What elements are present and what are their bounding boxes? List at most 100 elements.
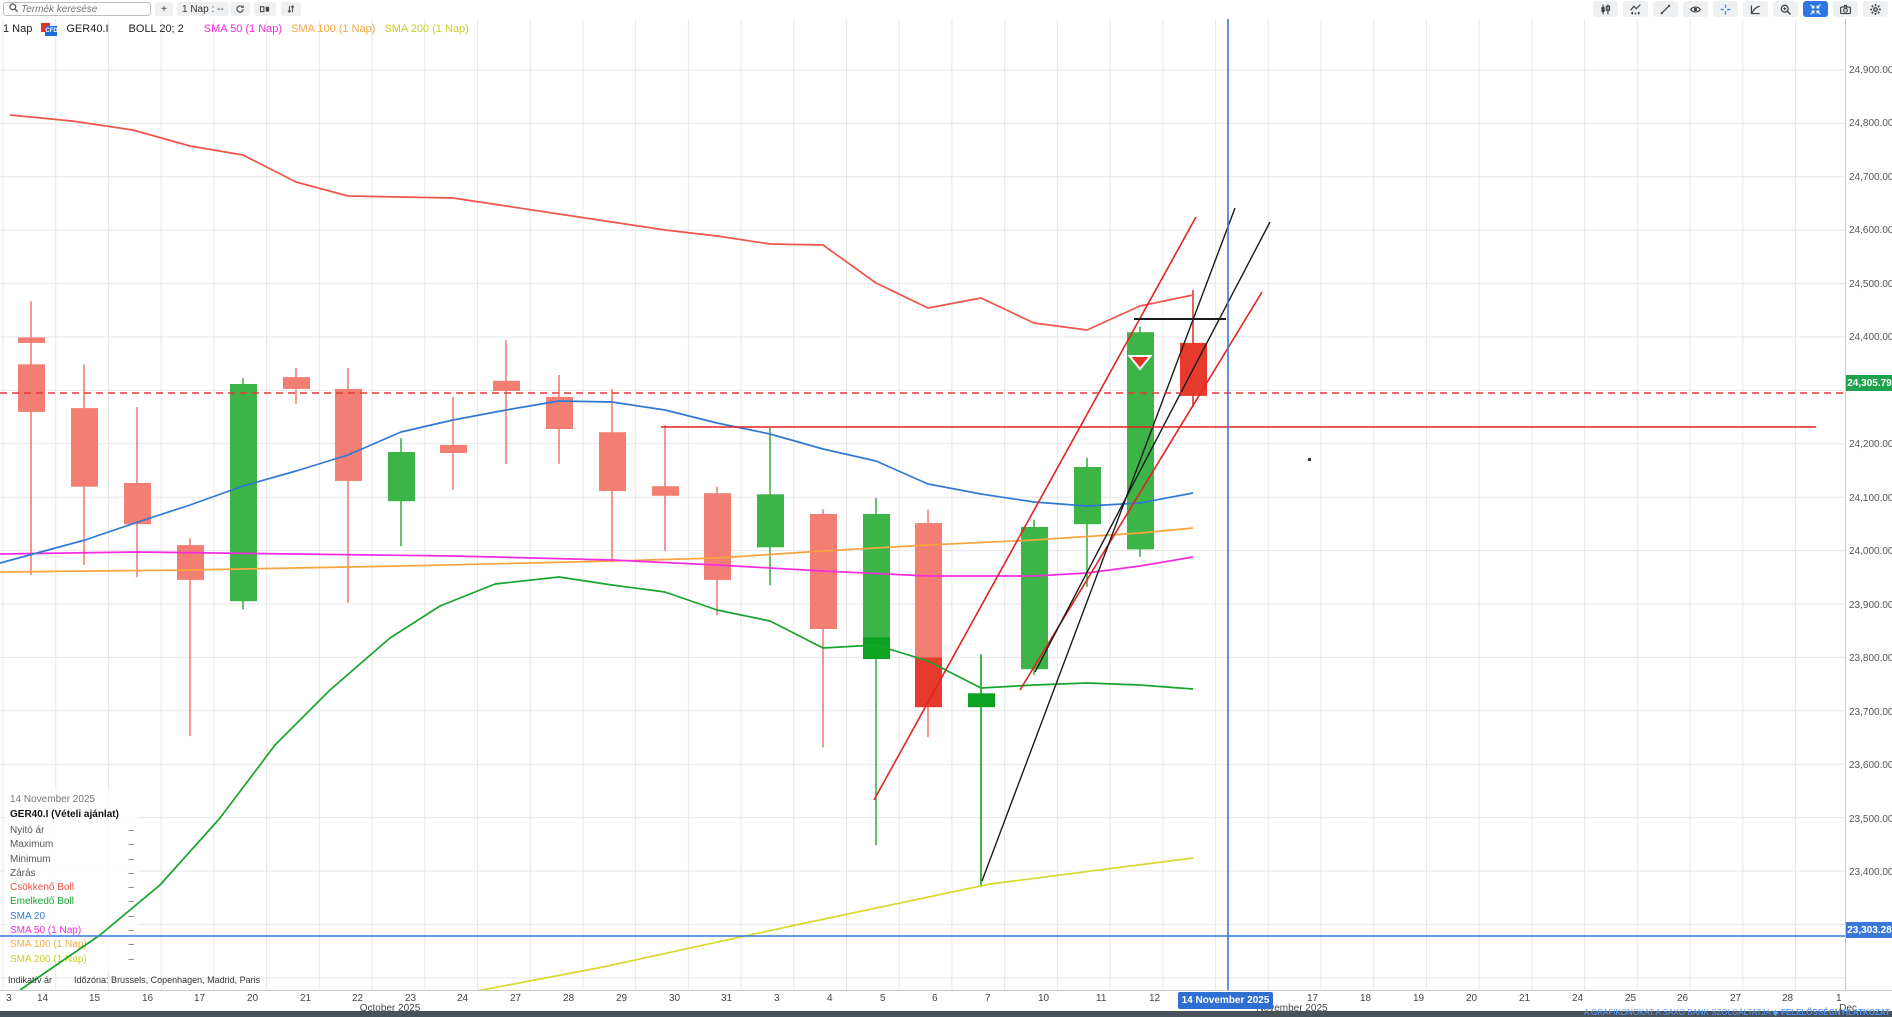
- timezone-label: Időzóna: Brussels, Copenhagen, Madrid, P…: [74, 975, 261, 985]
- legend-sma50[interactable]: SMA 50 (1 Nap): [203, 23, 283, 35]
- candle-body: [546, 396, 573, 429]
- date-axis-tick: 26: [1677, 993, 1689, 1004]
- date-axis-tick: 16: [142, 993, 154, 1004]
- price-axis-label: 24,700.00: [1849, 172, 1892, 183]
- plot-layer: [0, 19, 1845, 1011]
- chart-style-icon[interactable]: [254, 2, 276, 16]
- tooltip-row-label: Minimum: [10, 853, 51, 865]
- candle-body: [1180, 342, 1207, 396]
- candle-body: [915, 523, 942, 658]
- date-axis-tick: 30: [669, 993, 681, 1004]
- date-axis-tick: 17: [1307, 993, 1319, 1004]
- tooltip-row: SMA 50 (1 Nap) –: [10, 924, 134, 938]
- trendline-icon[interactable]: [1653, 1, 1678, 17]
- date-axis-tick: 7: [985, 993, 991, 1004]
- tooltip-row-value: –: [128, 825, 134, 836]
- price-axis-label: 23,400.00: [1849, 867, 1892, 878]
- price-axis-label: 23,500.00: [1849, 814, 1892, 825]
- refresh-icon[interactable]: [230, 2, 250, 16]
- horizontal-scrollbar[interactable]: [0, 1011, 1892, 1017]
- tooltip-date: 14 November 2025: [10, 794, 96, 805]
- ohlc-tooltip: 14 November 2025 GER40.I (Vételi ajánlat…: [5, 790, 139, 971]
- cursor-dot: [1308, 458, 1311, 461]
- price-axis-label: 23,600.00: [1849, 760, 1892, 771]
- legend-symbol[interactable]: GER40.I: [66, 23, 109, 35]
- price-axis[interactable]: 24,900.00 24,800.00 24,700.00 24,600.00 24,5…: [1845, 19, 1892, 990]
- series-sma-100: [0, 527, 1194, 573]
- camera-icon[interactable]: [1833, 1, 1858, 17]
- fit-chart-icon[interactable]: [1803, 1, 1828, 17]
- zoom-in-icon[interactable]: [1773, 1, 1798, 17]
- instrument-search[interactable]: [3, 2, 151, 16]
- candle-body: [704, 493, 731, 580]
- timeframe-button[interactable]: 1 Nap : --: [177, 2, 229, 16]
- grid-layer: [0, 19, 1845, 990]
- price-axis-label: 23,800.00: [1849, 653, 1892, 664]
- tooltip-row-value: –: [128, 839, 134, 851]
- date-axis-tick: 25: [1625, 993, 1637, 1004]
- date-axis-tick: 24: [457, 993, 469, 1004]
- candle-body: [863, 637, 890, 659]
- indicator-icon[interactable]: [1623, 1, 1648, 17]
- tooltip-row-value: –: [128, 896, 134, 908]
- price-axis-label: 24,600.00: [1849, 225, 1892, 236]
- date-axis-tick: 6: [932, 993, 938, 1004]
- candle-body: [493, 380, 520, 391]
- candle-body: [1021, 526, 1048, 670]
- candle-body: [18, 364, 45, 412]
- tooltip-row-label: Zárás: [10, 867, 36, 879]
- tooltip-row-label: SMA 50 (1 Nap): [10, 925, 82, 937]
- eye-icon[interactable]: [1683, 1, 1708, 17]
- crosshair-icon[interactable]: [1713, 1, 1738, 17]
- black-trendline-2: [1034, 221, 1271, 673]
- tooltip-row-label: Emelkedő Boll: [10, 896, 74, 908]
- chart-surface[interactable]: 14 November 2025 GER40.I (Vételi ajánlat…: [0, 19, 1845, 1011]
- tooltip-row-value: –: [128, 853, 134, 865]
- date-axis-tick: 17: [194, 993, 206, 1004]
- price-axis-label: 24,000.00: [1849, 546, 1892, 557]
- series-boll-lower: [19, 576, 1194, 991]
- candle-body: [177, 545, 204, 580]
- add-instrument-button[interactable]: +: [155, 2, 173, 16]
- settings-icon[interactable]: [1863, 1, 1888, 17]
- date-axis-tick: 29: [616, 993, 628, 1004]
- cfd-instrument-icon: CFD: [41, 22, 58, 36]
- date-axis-tick: 1: [1836, 993, 1842, 1004]
- date-axis-tick: 20: [247, 993, 259, 1004]
- candlestick-icon[interactable]: [1593, 1, 1618, 17]
- price-axis-label: 23,900.00: [1849, 600, 1892, 611]
- date-axis-tick: 18: [1360, 993, 1372, 1004]
- price-axis-label: 24,900.00: [1849, 65, 1892, 76]
- level-price-badge: 23,303.28: [1846, 922, 1892, 938]
- red-trendline-1: [873, 216, 1197, 801]
- legend-boll[interactable]: BOLL 20; 2: [128, 23, 184, 35]
- tooltip-row: Nyitó ár –: [10, 824, 134, 838]
- date-axis-tick: 12: [1149, 993, 1161, 1004]
- disclaimer-link[interactable]: FELELŐSSÉGNYILATKOZAT: [1780, 1008, 1890, 1017]
- date-axis-tick: 14: [37, 993, 49, 1004]
- series-sma-50: [0, 551, 1194, 577]
- curve-icon[interactable]: [1743, 1, 1768, 17]
- candle-body: [335, 388, 362, 481]
- tooltip-row: SMA 200 (1 Nap) –: [10, 953, 134, 967]
- legend-sma200[interactable]: SMA 200 (1 Nap): [384, 23, 469, 35]
- price-axis-label: 24,200.00: [1849, 439, 1892, 450]
- tooltip-row: Maximum –: [10, 838, 134, 852]
- date-axis-tick: 15: [89, 993, 101, 1004]
- date-axis-tick: 11: [1096, 993, 1107, 1004]
- date-axis-tick: 28: [1782, 993, 1794, 1004]
- reorder-icon[interactable]: [281, 2, 301, 16]
- top-toolbar: + 1 Nap : --: [0, 0, 1892, 19]
- date-axis-tick: 19: [1413, 993, 1425, 1004]
- tooltip-row-value: –: [128, 867, 134, 879]
- date-axis-tick: 27: [1730, 993, 1742, 1004]
- candle-body: [388, 452, 415, 502]
- legend-sma100[interactable]: SMA 100 (1 Nap): [291, 23, 376, 35]
- red-trendline-2: [1019, 291, 1263, 691]
- date-axis-tick: 4: [827, 993, 833, 1004]
- search-input[interactable]: [19, 2, 143, 16]
- candle-body: [18, 337, 45, 343]
- candle-body: [757, 494, 784, 548]
- date-axis-tick: 31: [721, 993, 733, 1004]
